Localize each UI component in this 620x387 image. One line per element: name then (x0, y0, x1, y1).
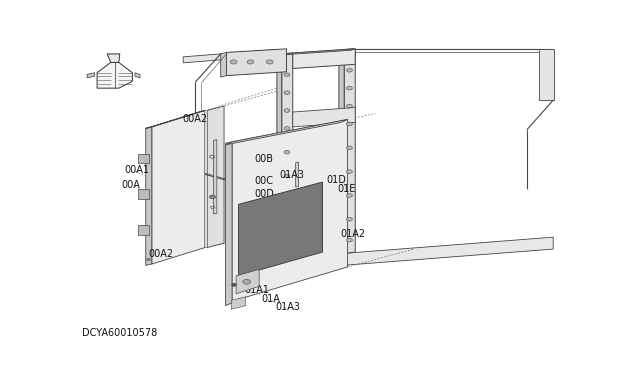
Text: 00A2: 00A2 (149, 248, 174, 259)
Polygon shape (281, 53, 293, 264)
Text: 01A3: 01A3 (275, 302, 301, 312)
Polygon shape (236, 269, 259, 294)
Polygon shape (339, 50, 344, 255)
Circle shape (230, 60, 237, 64)
Text: 00C: 00C (254, 176, 273, 186)
Polygon shape (146, 111, 205, 128)
Text: 01E: 01E (337, 185, 355, 195)
Polygon shape (296, 162, 298, 187)
Circle shape (284, 109, 290, 112)
Circle shape (243, 279, 250, 284)
Circle shape (347, 68, 352, 72)
Polygon shape (226, 142, 232, 306)
Polygon shape (539, 49, 554, 100)
Text: 01C: 01C (247, 233, 265, 243)
Polygon shape (138, 190, 149, 199)
Text: 00B: 00B (254, 201, 273, 211)
Circle shape (347, 86, 352, 90)
Circle shape (210, 195, 215, 199)
Text: 00D: 00D (254, 189, 274, 199)
Circle shape (347, 217, 352, 221)
Text: 01B: 01B (247, 224, 265, 234)
Polygon shape (146, 127, 152, 265)
Circle shape (347, 146, 352, 149)
Polygon shape (226, 49, 286, 75)
Text: 00A: 00A (122, 180, 141, 190)
Polygon shape (107, 54, 120, 62)
Polygon shape (344, 49, 355, 253)
Polygon shape (293, 146, 344, 166)
Polygon shape (152, 111, 205, 264)
Circle shape (284, 198, 290, 202)
Circle shape (347, 122, 352, 126)
Text: 00B: 00B (254, 154, 273, 164)
Circle shape (284, 127, 290, 130)
Text: 01A2: 01A2 (341, 229, 366, 239)
Polygon shape (232, 120, 348, 301)
Circle shape (284, 73, 290, 77)
Text: DCYA60010578: DCYA60010578 (82, 327, 157, 337)
Circle shape (247, 60, 254, 64)
Text: 01A1: 01A1 (245, 285, 270, 295)
Circle shape (147, 258, 151, 261)
Polygon shape (277, 53, 293, 55)
Text: 01A3: 01A3 (279, 170, 304, 180)
Circle shape (284, 223, 290, 227)
Circle shape (284, 151, 290, 154)
Circle shape (347, 104, 352, 108)
Circle shape (232, 283, 237, 286)
Circle shape (347, 238, 352, 242)
Circle shape (284, 174, 290, 178)
Polygon shape (231, 297, 246, 309)
Polygon shape (213, 140, 217, 214)
Circle shape (347, 170, 352, 173)
Polygon shape (97, 62, 133, 88)
Polygon shape (226, 120, 348, 145)
Polygon shape (293, 108, 355, 127)
Polygon shape (87, 73, 95, 78)
Circle shape (267, 60, 273, 64)
Text: 00A2: 00A2 (182, 115, 207, 125)
Circle shape (284, 247, 290, 251)
Polygon shape (138, 154, 149, 163)
Text: 01D: 01D (326, 175, 347, 185)
Circle shape (347, 194, 352, 197)
Text: 00A1: 00A1 (125, 165, 149, 175)
Polygon shape (293, 49, 355, 68)
Polygon shape (239, 182, 322, 276)
Polygon shape (277, 54, 281, 265)
Polygon shape (288, 49, 355, 55)
Polygon shape (246, 237, 553, 273)
Polygon shape (221, 52, 226, 77)
Polygon shape (184, 50, 277, 63)
Text: 01A: 01A (261, 294, 280, 304)
Circle shape (284, 91, 290, 94)
Polygon shape (207, 106, 224, 248)
Polygon shape (138, 225, 149, 235)
Polygon shape (135, 73, 140, 78)
